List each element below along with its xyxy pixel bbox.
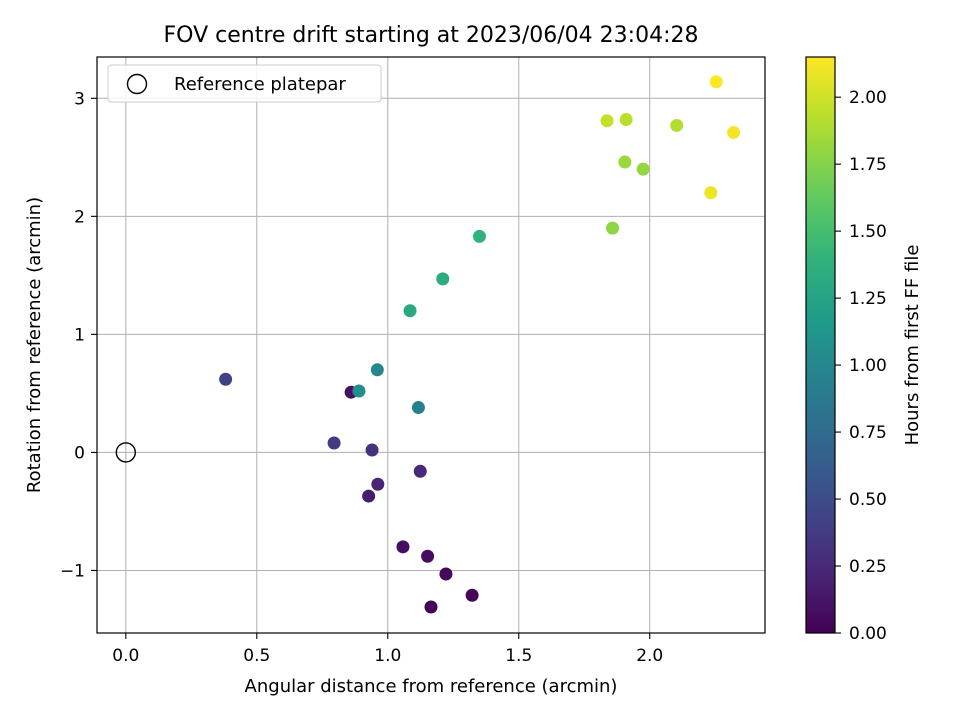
y-tick-label-1: 0 bbox=[74, 443, 85, 463]
y-tick-label-0: −1 bbox=[60, 561, 85, 581]
colorbar-tick-label-8: 2.00 bbox=[849, 88, 887, 108]
colorbar-gradient bbox=[805, 56, 836, 634]
scatter-point-7 bbox=[371, 477, 385, 491]
scatter-point-13 bbox=[370, 363, 384, 377]
scatter-point-2 bbox=[439, 567, 453, 581]
scatter-point-24 bbox=[704, 186, 718, 200]
scatter-point-22 bbox=[619, 113, 633, 127]
colorbar-tick-label-4: 1.00 bbox=[849, 356, 887, 376]
scatter-point-9 bbox=[365, 443, 379, 457]
y-tick-label-3: 2 bbox=[74, 207, 85, 227]
scatter-point-21 bbox=[670, 118, 684, 132]
y-tick-label-2: 1 bbox=[74, 325, 85, 345]
colorbar-tick-label-1: 0.25 bbox=[849, 557, 887, 577]
scatter-point-8 bbox=[413, 464, 427, 478]
y-tick-label-4: 3 bbox=[74, 89, 85, 109]
legend-marker-open-circle bbox=[126, 73, 148, 95]
plot-frame bbox=[96, 56, 766, 634]
scatter-point-15 bbox=[403, 304, 417, 318]
colorbar-label: Hours from first FF file bbox=[902, 245, 923, 446]
scatter-point-25 bbox=[727, 126, 741, 140]
colorbar-tick-label-0: 0.00 bbox=[849, 624, 887, 644]
scatter-point-14 bbox=[352, 384, 366, 398]
x-tick-label-3: 1.5 bbox=[505, 646, 532, 666]
colorbar-tick-label-2: 0.50 bbox=[849, 490, 887, 510]
scatter-point-4 bbox=[396, 540, 410, 554]
x-tick-label-4: 2.0 bbox=[636, 646, 663, 666]
colorbar-tick-label-5: 1.25 bbox=[849, 289, 887, 309]
scatter-point-19 bbox=[636, 162, 650, 176]
scatter-points bbox=[219, 75, 741, 614]
scatter-point-26 bbox=[709, 75, 723, 89]
reference-marker bbox=[115, 442, 137, 463]
colorbar-tick-label-7: 1.75 bbox=[849, 155, 887, 175]
reference-point bbox=[115, 442, 137, 463]
chart-title: FOV centre drift starting at 2023/06/04 … bbox=[164, 23, 699, 48]
scatter-point-16 bbox=[436, 272, 450, 286]
colorbar-tick-label-3: 0.75 bbox=[849, 423, 887, 443]
grid bbox=[97, 57, 765, 633]
x-axis-ticks: 0.0 0.5 1.0 1.5 2.0 bbox=[112, 633, 663, 666]
scatter-point-17 bbox=[472, 229, 486, 243]
scatter-point-12 bbox=[411, 401, 425, 415]
x-axis-label: Angular distance from reference (arcmin) bbox=[245, 676, 618, 697]
colorbar-tick-label-6: 1.50 bbox=[849, 222, 887, 242]
scatter-point-3 bbox=[421, 549, 435, 563]
colorbar: 0.00 0.25 0.50 0.75 1.00 1.25 1.50 1.75 2.00 Hou… bbox=[805, 56, 923, 644]
scatter-point-1 bbox=[465, 588, 479, 602]
legend-entry: Reference platepar bbox=[174, 74, 346, 95]
scatter-point-20 bbox=[618, 155, 632, 169]
colorbar-ticks: 0.00 0.25 0.50 0.75 1.00 1.25 1.50 1.75 2.00 bbox=[835, 88, 887, 644]
scatter-point-11 bbox=[219, 372, 233, 386]
x-tick-label-0: 0.0 bbox=[112, 646, 139, 666]
scatter-point-10 bbox=[327, 436, 341, 450]
legend-box bbox=[107, 64, 382, 103]
scatter-point-0 bbox=[424, 600, 438, 614]
y-axis-label: Rotation from reference (arcmin) bbox=[24, 197, 45, 493]
scatter-point-18 bbox=[606, 221, 620, 235]
legend: Reference platepar bbox=[107, 64, 382, 103]
scatter-point-23 bbox=[600, 114, 614, 128]
y-axis-ticks: −1 0 1 2 3 bbox=[60, 89, 97, 581]
scatter-point-6 bbox=[362, 489, 376, 503]
x-tick-label-2: 1.0 bbox=[374, 646, 401, 666]
x-tick-label-1: 0.5 bbox=[243, 646, 270, 666]
